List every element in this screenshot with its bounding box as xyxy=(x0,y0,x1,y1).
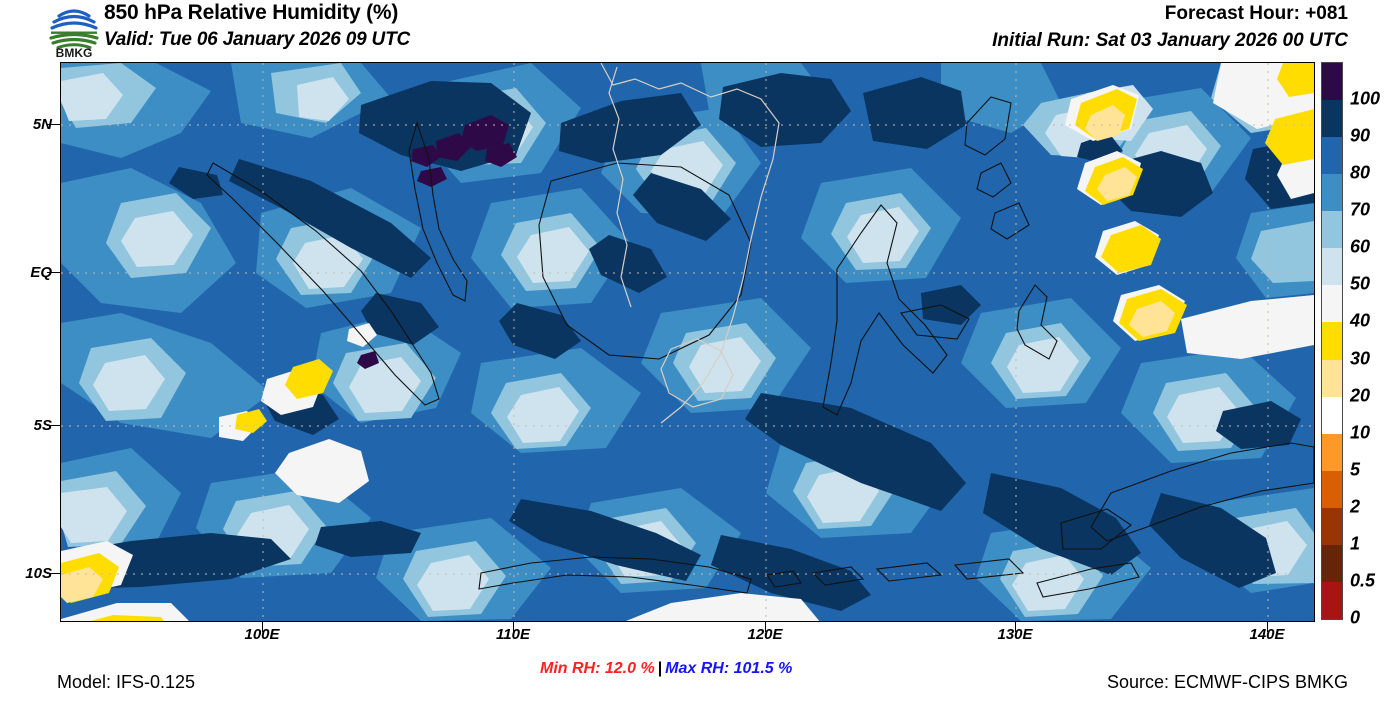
colorbar-band-1 xyxy=(1322,507,1342,545)
lat-tick-5n xyxy=(47,124,60,125)
colorbar-band-100 xyxy=(1322,63,1342,101)
colorbar-band-20 xyxy=(1322,359,1342,397)
colorbar-band-0 xyxy=(1322,581,1342,619)
min-rh-value: Min RH: 12.0 % xyxy=(540,660,655,677)
lon-label-110e: 110E xyxy=(496,626,530,643)
colorbar-tick-50: 50 xyxy=(1350,273,1371,294)
colorbar-band-2 xyxy=(1322,470,1342,508)
colorbar-band-70 xyxy=(1322,174,1342,212)
lon-tick-100e xyxy=(262,621,263,632)
coastline-layer xyxy=(206,96,1314,598)
initial-run-label: Initial Run: Sat 03 January 2026 00 UTC xyxy=(992,30,1348,51)
svg-text:BMKG: BMKG xyxy=(56,46,93,58)
colorbar-tick-40: 40 xyxy=(1350,310,1371,331)
lat-label-eq: EQ xyxy=(30,264,52,281)
lat-label-5n: 5N xyxy=(32,116,52,133)
colorbar-band-30 xyxy=(1322,322,1342,360)
lon-label-130e: 130E xyxy=(997,626,1033,643)
colorbar-labels: 100 90 80 70 60 50 40 30 20 10 5 2 1 0.5 0 xyxy=(1350,62,1400,628)
lat-label-5s: 5S xyxy=(33,417,52,434)
colorbar-tick-20: 20 xyxy=(1350,385,1371,406)
colorbar-tick-60: 60 xyxy=(1350,236,1371,257)
colorbar-tick-80: 80 xyxy=(1350,162,1371,183)
country-border-layer xyxy=(600,63,780,424)
bmkg-logo-icon: BMKG xyxy=(49,9,99,58)
colorbar-band-80 xyxy=(1322,137,1342,175)
lon-label-140e: 140E xyxy=(1249,626,1285,643)
lon-label-100e: 100E xyxy=(244,626,280,643)
rh-stats: Min RH: 12.0 % | Max RH: 101.5 % xyxy=(540,660,792,678)
lon-tick-140e xyxy=(1267,621,1268,632)
header-right: Forecast Hour: +081 Initial Run: Sat 03 … xyxy=(992,0,1348,54)
colorbar-band-40 xyxy=(1322,285,1342,323)
lon-label-120e: 120E xyxy=(747,626,783,643)
lon-tick-120e xyxy=(765,621,766,632)
graticule xyxy=(61,63,1314,621)
lon-tick-110e xyxy=(513,621,514,632)
lat-label-10s: 10S xyxy=(25,565,52,582)
stats-separator: | xyxy=(657,660,663,677)
lat-tick-5s xyxy=(47,425,60,426)
colorbar-band-10 xyxy=(1322,397,1342,434)
colorbar-tick-2: 2 xyxy=(1350,496,1361,517)
colorbar-tick-100: 100 xyxy=(1350,88,1381,109)
map-plot-area: Copyright Sub Bidang Prediksi Cuaca BMKG… xyxy=(60,62,1315,622)
colorbar-band-5 xyxy=(1322,433,1342,471)
humidity-heatmap xyxy=(61,63,1314,621)
forecast-hour-label: Forecast Hour: +081 xyxy=(1164,3,1348,24)
source-label: Source: ECMWF-CIPS BMKG xyxy=(1106,672,1348,692)
humidity-field xyxy=(61,63,1314,621)
colorbar-band-50 xyxy=(1322,248,1342,286)
lon-tick-130e xyxy=(1015,621,1016,632)
colorbar-band-0.5 xyxy=(1322,544,1342,582)
colorbar-tick-0: 0 xyxy=(1350,607,1361,628)
model-label: Model: IFS-0.125 xyxy=(57,672,196,692)
colorbar-tick-1: 1 xyxy=(1350,533,1361,554)
colorbar-tick-70: 70 xyxy=(1350,199,1371,220)
colorbar-tick-10: 10 xyxy=(1350,422,1371,443)
page-title: 850 hPa Relative Humidity (%) xyxy=(104,1,399,24)
header-left: BMKG 850 hPa Relative Humidity (%) Valid… xyxy=(0,0,760,60)
colorbar-tick-30: 30 xyxy=(1350,348,1371,369)
colorbar-tick-0.5: 0.5 xyxy=(1350,570,1376,591)
max-rh-value: Max RH: 101.5 % xyxy=(665,660,793,677)
colorbar xyxy=(1321,62,1343,620)
colorbar-band-60 xyxy=(1322,211,1342,249)
valid-time-label: Valid: Tue 06 January 2026 09 UTC xyxy=(104,29,410,50)
lat-tick-10s xyxy=(47,573,60,574)
colorbar-tick-90: 90 xyxy=(1350,125,1371,146)
colorbar-tick-5: 5 xyxy=(1350,459,1361,480)
colorbar-band-90 xyxy=(1322,100,1342,138)
lat-tick-eq xyxy=(47,272,60,273)
